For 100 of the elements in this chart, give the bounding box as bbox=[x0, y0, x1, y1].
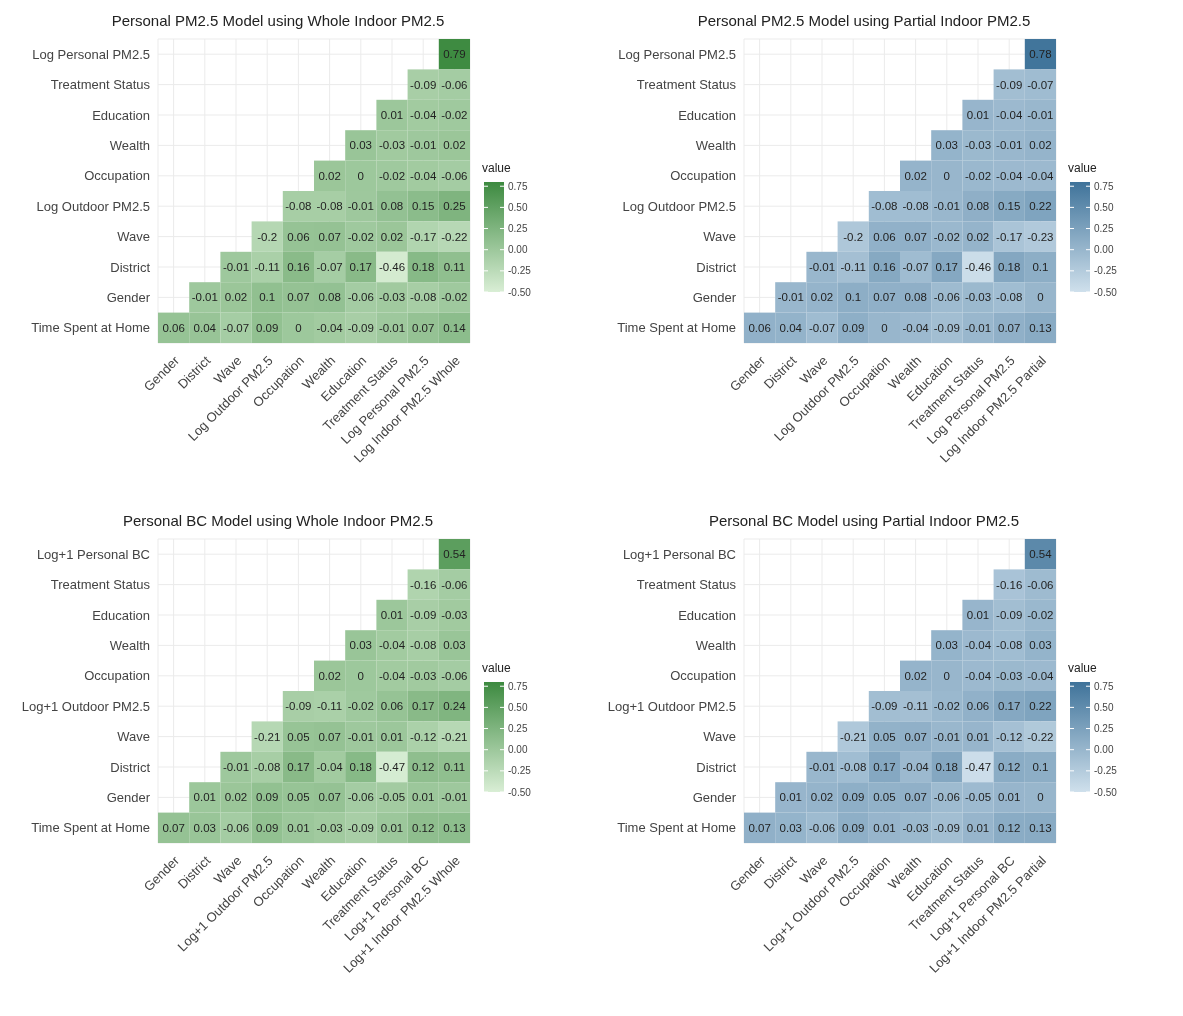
data-label: -0.21 bbox=[254, 730, 281, 743]
data-label: -0.04 bbox=[964, 669, 992, 682]
y-tick-label: Time Spent at Home bbox=[31, 820, 150, 836]
data-label: -0.03 bbox=[410, 669, 437, 682]
data-label: 0.15 bbox=[412, 200, 435, 213]
color-bar-title: value bbox=[1068, 661, 1098, 675]
data-label: -0.03 bbox=[996, 669, 1023, 682]
color-bar-title: value bbox=[1068, 161, 1098, 175]
data-label: 0.02 bbox=[224, 291, 248, 304]
data-label: 0.13 bbox=[1029, 321, 1052, 334]
y-tick-label: Education bbox=[678, 107, 736, 123]
data-label: 0.17 bbox=[349, 261, 372, 274]
y-tick-label: Wealth bbox=[109, 638, 150, 654]
data-label: -0.04 bbox=[902, 321, 930, 334]
data-label: 0.17 bbox=[873, 761, 896, 774]
y-tick-label: Log Outdoor PM2.5 bbox=[622, 198, 736, 214]
y-tick-label: Wave bbox=[117, 229, 150, 245]
data-label: 0.07 bbox=[748, 821, 771, 834]
data-label: 0.01 bbox=[380, 730, 404, 743]
data-label: 0.06 bbox=[287, 230, 310, 243]
data-label: -0.02 bbox=[347, 230, 374, 243]
data-label: -0.02 bbox=[441, 291, 468, 304]
data-label: 0 bbox=[1037, 791, 1044, 804]
data-label: 0.04 bbox=[779, 321, 803, 334]
data-label: -0.08 bbox=[410, 291, 437, 304]
color-bar-label: 0.50 bbox=[1094, 701, 1114, 713]
data-label: -0.08 bbox=[410, 639, 437, 652]
data-label: -0.09 bbox=[871, 700, 898, 713]
y-tick-label: Gender bbox=[106, 290, 151, 306]
data-label: 0.07 bbox=[318, 230, 341, 243]
data-label: 0.02 bbox=[443, 139, 466, 152]
y-tick-label: Education bbox=[92, 607, 150, 623]
y-tick-label: Log Outdoor PM2.5 bbox=[36, 198, 150, 214]
data-label: -0.17 bbox=[996, 230, 1023, 243]
data-label: -0.08 bbox=[285, 200, 312, 213]
data-label: -0.06 bbox=[441, 669, 468, 682]
data-label: -0.06 bbox=[347, 291, 374, 304]
data-label: 0.01 bbox=[380, 609, 404, 622]
color-bar-label: -0.50 bbox=[1094, 286, 1118, 298]
color-bar-label: 0.75 bbox=[508, 180, 528, 192]
data-label: -0.02 bbox=[347, 700, 374, 713]
data-label: -0.12 bbox=[996, 730, 1023, 743]
color-bar-label: 0.25 bbox=[508, 723, 528, 735]
data-label: -0.04 bbox=[316, 761, 344, 774]
data-label: 0.06 bbox=[162, 321, 185, 334]
data-label: -0.07 bbox=[902, 261, 929, 274]
data-label: 0.12 bbox=[998, 761, 1021, 774]
data-label: -0.02 bbox=[964, 169, 992, 182]
data-label: -0.01 bbox=[378, 321, 406, 334]
data-label: -0.04 bbox=[316, 321, 344, 334]
data-label: -0.01 bbox=[222, 261, 250, 274]
data-label: -0.2 bbox=[257, 230, 278, 243]
data-label: 0.1 bbox=[259, 291, 276, 304]
data-label: 0.01 bbox=[966, 730, 990, 743]
data-label: 0.03 bbox=[349, 639, 372, 652]
data-label: -0.09 bbox=[410, 78, 437, 91]
data-label: 0.22 bbox=[1029, 200, 1052, 213]
data-label: -0.47 bbox=[378, 761, 406, 774]
data-label: 0.02 bbox=[810, 291, 834, 304]
data-label: 0.06 bbox=[748, 321, 771, 334]
y-tick-label: District bbox=[110, 759, 151, 775]
data-label: 0.09 bbox=[842, 791, 865, 804]
data-label: -0.06 bbox=[441, 578, 468, 591]
color-bar-label: 0.25 bbox=[1094, 723, 1114, 735]
data-label: 0.07 bbox=[904, 730, 927, 743]
data-label: 0.08 bbox=[904, 291, 927, 304]
y-tick-label: Occupation bbox=[670, 668, 736, 684]
data-label: -0.06 bbox=[933, 291, 960, 304]
data-label: -0.01 bbox=[347, 730, 374, 743]
chart-title: Personal PM2.5 Model using Partial Indoor PM2.5 bbox=[696, 11, 1032, 31]
data-label: 0 bbox=[943, 669, 950, 682]
data-label: 0.12 bbox=[412, 821, 435, 834]
y-tick-label: Gender bbox=[692, 290, 737, 306]
data-label: -0.01 bbox=[808, 261, 836, 274]
data-label: -0.01 bbox=[933, 730, 960, 743]
y-tick-label: Wealth bbox=[695, 138, 736, 154]
data-label: 0.12 bbox=[412, 761, 435, 774]
data-label: -0.46 bbox=[378, 261, 406, 274]
data-label: -0.08 bbox=[902, 200, 929, 213]
y-tick-label: Log Personal PM2.5 bbox=[618, 46, 736, 62]
data-label: -0.47 bbox=[964, 761, 992, 774]
data-label: 0.07 bbox=[998, 321, 1021, 334]
color-bar-label: 0.00 bbox=[1094, 244, 1114, 256]
data-label: 0.01 bbox=[380, 109, 404, 122]
y-tick-label: District bbox=[696, 759, 737, 775]
data-label: 0.07 bbox=[162, 821, 185, 834]
data-label: 0.14 bbox=[443, 321, 467, 334]
color-bar-label: 0.75 bbox=[1094, 180, 1114, 192]
data-label: -0.06 bbox=[1027, 578, 1054, 591]
data-label: -0.22 bbox=[441, 230, 468, 243]
data-label: -0.04 bbox=[996, 109, 1023, 122]
data-label: 0 bbox=[357, 669, 364, 682]
data-label: 0.1 bbox=[1032, 761, 1049, 774]
data-label: -0.04 bbox=[378, 669, 406, 682]
data-label: 0.11 bbox=[443, 261, 466, 274]
data-label: 0.02 bbox=[1029, 139, 1052, 152]
data-label: 0.03 bbox=[1029, 639, 1052, 652]
data-label: -0.05 bbox=[964, 791, 992, 804]
y-tick-label: Wealth bbox=[109, 138, 150, 154]
data-label: 0.54 bbox=[443, 548, 467, 561]
